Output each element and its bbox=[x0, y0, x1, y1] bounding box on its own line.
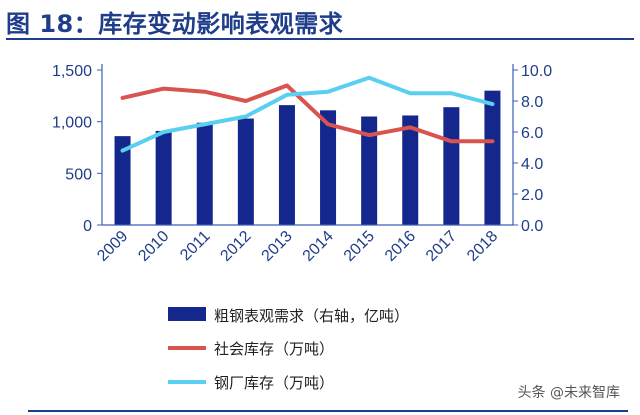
bar-2011 bbox=[196, 122, 213, 225]
mill-inventory-line bbox=[120, 75, 495, 153]
x-tick-label: 2013 bbox=[259, 228, 296, 265]
x-tick-label: 2010 bbox=[135, 228, 172, 265]
x-tick-label: 2016 bbox=[382, 228, 419, 265]
x-tick-label: 2012 bbox=[217, 228, 254, 265]
left-tick-label: 500 bbox=[65, 166, 92, 183]
right-tick-label: 6.0 bbox=[521, 125, 543, 142]
legend-label-mill-inventory: 钢厂库存（万吨） bbox=[214, 375, 334, 392]
x-tick-label: 2017 bbox=[423, 228, 460, 265]
page-title: 图 18：库存变动影响表观需求 bbox=[6, 10, 344, 38]
left-tick-label: 1,500 bbox=[52, 63, 92, 80]
bar-2010 bbox=[155, 130, 172, 225]
legend-label-apparent-demand: 粗钢表观需求（右轴，亿吨） bbox=[214, 308, 409, 325]
social-inventory-line bbox=[120, 83, 495, 144]
title-bar: 图 18：库存变动影响表观需求 bbox=[0, 0, 640, 44]
x-tick-label: 2015 bbox=[341, 228, 378, 265]
right-tick-label: 4.0 bbox=[521, 156, 543, 173]
right-tick-label: 2.0 bbox=[521, 187, 543, 204]
bar-2016 bbox=[402, 115, 419, 225]
x-tick-label: 2011 bbox=[177, 228, 213, 264]
watermark: 头条 @未来智库 bbox=[513, 381, 624, 403]
bar-2013 bbox=[278, 105, 295, 225]
x-tick-label: 2018 bbox=[464, 228, 501, 265]
left-tick-label: 0 bbox=[83, 218, 92, 235]
bottom-rule bbox=[28, 410, 628, 412]
right-tick-label: 0.0 bbox=[521, 218, 543, 235]
bar-2012 bbox=[237, 118, 254, 225]
left-tick-label: 1,000 bbox=[52, 115, 92, 132]
title-underline bbox=[6, 38, 634, 40]
bar-2015 bbox=[361, 116, 378, 225]
legend-label-social-inventory: 社会库存（万吨） bbox=[214, 341, 334, 358]
x-tick-label: 2009 bbox=[94, 228, 131, 265]
bar-series bbox=[114, 90, 501, 226]
legend: 粗钢表观需求（右轴，亿吨） 社会库存（万吨） 钢厂库存（万吨） bbox=[168, 307, 409, 392]
bar-2014 bbox=[320, 110, 337, 225]
right-tick-label: 10.0 bbox=[521, 63, 552, 80]
bar-2018 bbox=[484, 90, 501, 226]
bar-2009 bbox=[114, 136, 131, 225]
bar-2017 bbox=[443, 107, 460, 225]
legend-swatch-apparent-demand bbox=[168, 307, 206, 321]
line-series bbox=[120, 75, 495, 153]
right-tick-label: 8.0 bbox=[521, 94, 543, 111]
x-tick-label: 2014 bbox=[300, 228, 337, 265]
